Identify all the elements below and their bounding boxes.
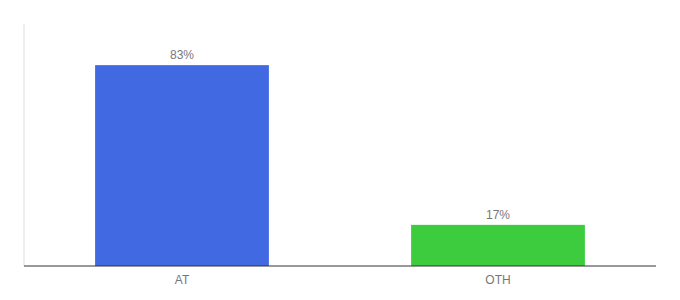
chart-svg: AT OTH 83% 17%	[0, 0, 680, 300]
bar	[411, 225, 585, 266]
bar	[95, 65, 269, 266]
x-tick-label: OTH	[485, 273, 510, 287]
x-axis-line	[24, 266, 656, 267]
x-tick-label: AT	[175, 273, 190, 287]
y-axis-line	[24, 24, 25, 266]
bars	[95, 65, 585, 266]
chart-container: AT OTH 83% 17%	[0, 0, 680, 300]
data-label: 83%	[170, 48, 194, 62]
data-label: 17%	[486, 208, 510, 222]
